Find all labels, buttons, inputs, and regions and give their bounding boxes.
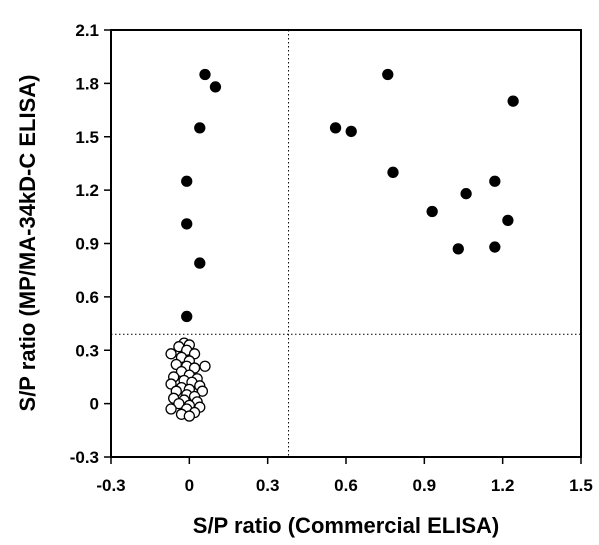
y-tick-label: 0 (90, 395, 99, 414)
y-tick-label: 0.9 (75, 235, 99, 254)
data-points (165, 68, 519, 422)
y-tick-label: 1.5 (75, 128, 99, 147)
x-tick-label: -0.3 (96, 476, 125, 495)
y-axis-ticks: -0.3 0 0.3 0.6 0.9 1.2 1.5 1.8 2.1 (70, 21, 111, 467)
data-point-open (183, 410, 195, 422)
x-tick-label: 0 (185, 476, 194, 495)
data-point-open (173, 397, 185, 410)
data-point-filled (452, 243, 464, 255)
data-point-filled (382, 68, 394, 81)
y-tick-label: 2.1 (75, 21, 99, 40)
data-point-filled (194, 257, 206, 269)
data-point-open (165, 403, 177, 415)
data-point-filled (181, 310, 193, 323)
data-point-filled (199, 68, 211, 81)
y-tick-label: 1.8 (75, 74, 99, 93)
data-point-open (196, 385, 209, 397)
data-point-open (199, 360, 211, 372)
y-tick-label: 0.3 (75, 341, 99, 360)
data-point-filled (194, 122, 206, 134)
data-point-filled (181, 175, 193, 187)
y-tick-label: 0.6 (75, 288, 99, 307)
data-point-filled (426, 205, 438, 218)
x-tick-label: 1.5 (569, 476, 593, 495)
data-point-filled (209, 81, 222, 93)
x-tick-label: 0.6 (334, 476, 358, 495)
data-point-open (165, 348, 177, 360)
data-point-filled (387, 166, 399, 178)
y-axis-title: S/P ratio (MP/MA-34kD-C ELISA) (15, 75, 40, 412)
data-point-filled (345, 125, 357, 138)
x-axis-ticks: -0.3 0 0.3 0.6 0.9 1.2 1.5 (96, 457, 593, 495)
x-tick-label: 0.9 (413, 476, 437, 495)
data-point-filled (502, 214, 514, 227)
data-point-filled (181, 218, 193, 230)
y-tick-label: 1.2 (75, 181, 99, 200)
data-point-filled (329, 122, 342, 134)
data-point-filled (507, 95, 519, 107)
x-tick-label: 0.3 (256, 476, 280, 495)
x-tick-label: 1.2 (491, 476, 515, 495)
data-point-filled (489, 175, 501, 187)
y-tick-label: -0.3 (70, 448, 99, 467)
x-axis-title: S/P ratio (Commercial ELISA) (193, 513, 499, 538)
data-point-filled (489, 241, 501, 253)
data-point-filled (460, 188, 472, 200)
